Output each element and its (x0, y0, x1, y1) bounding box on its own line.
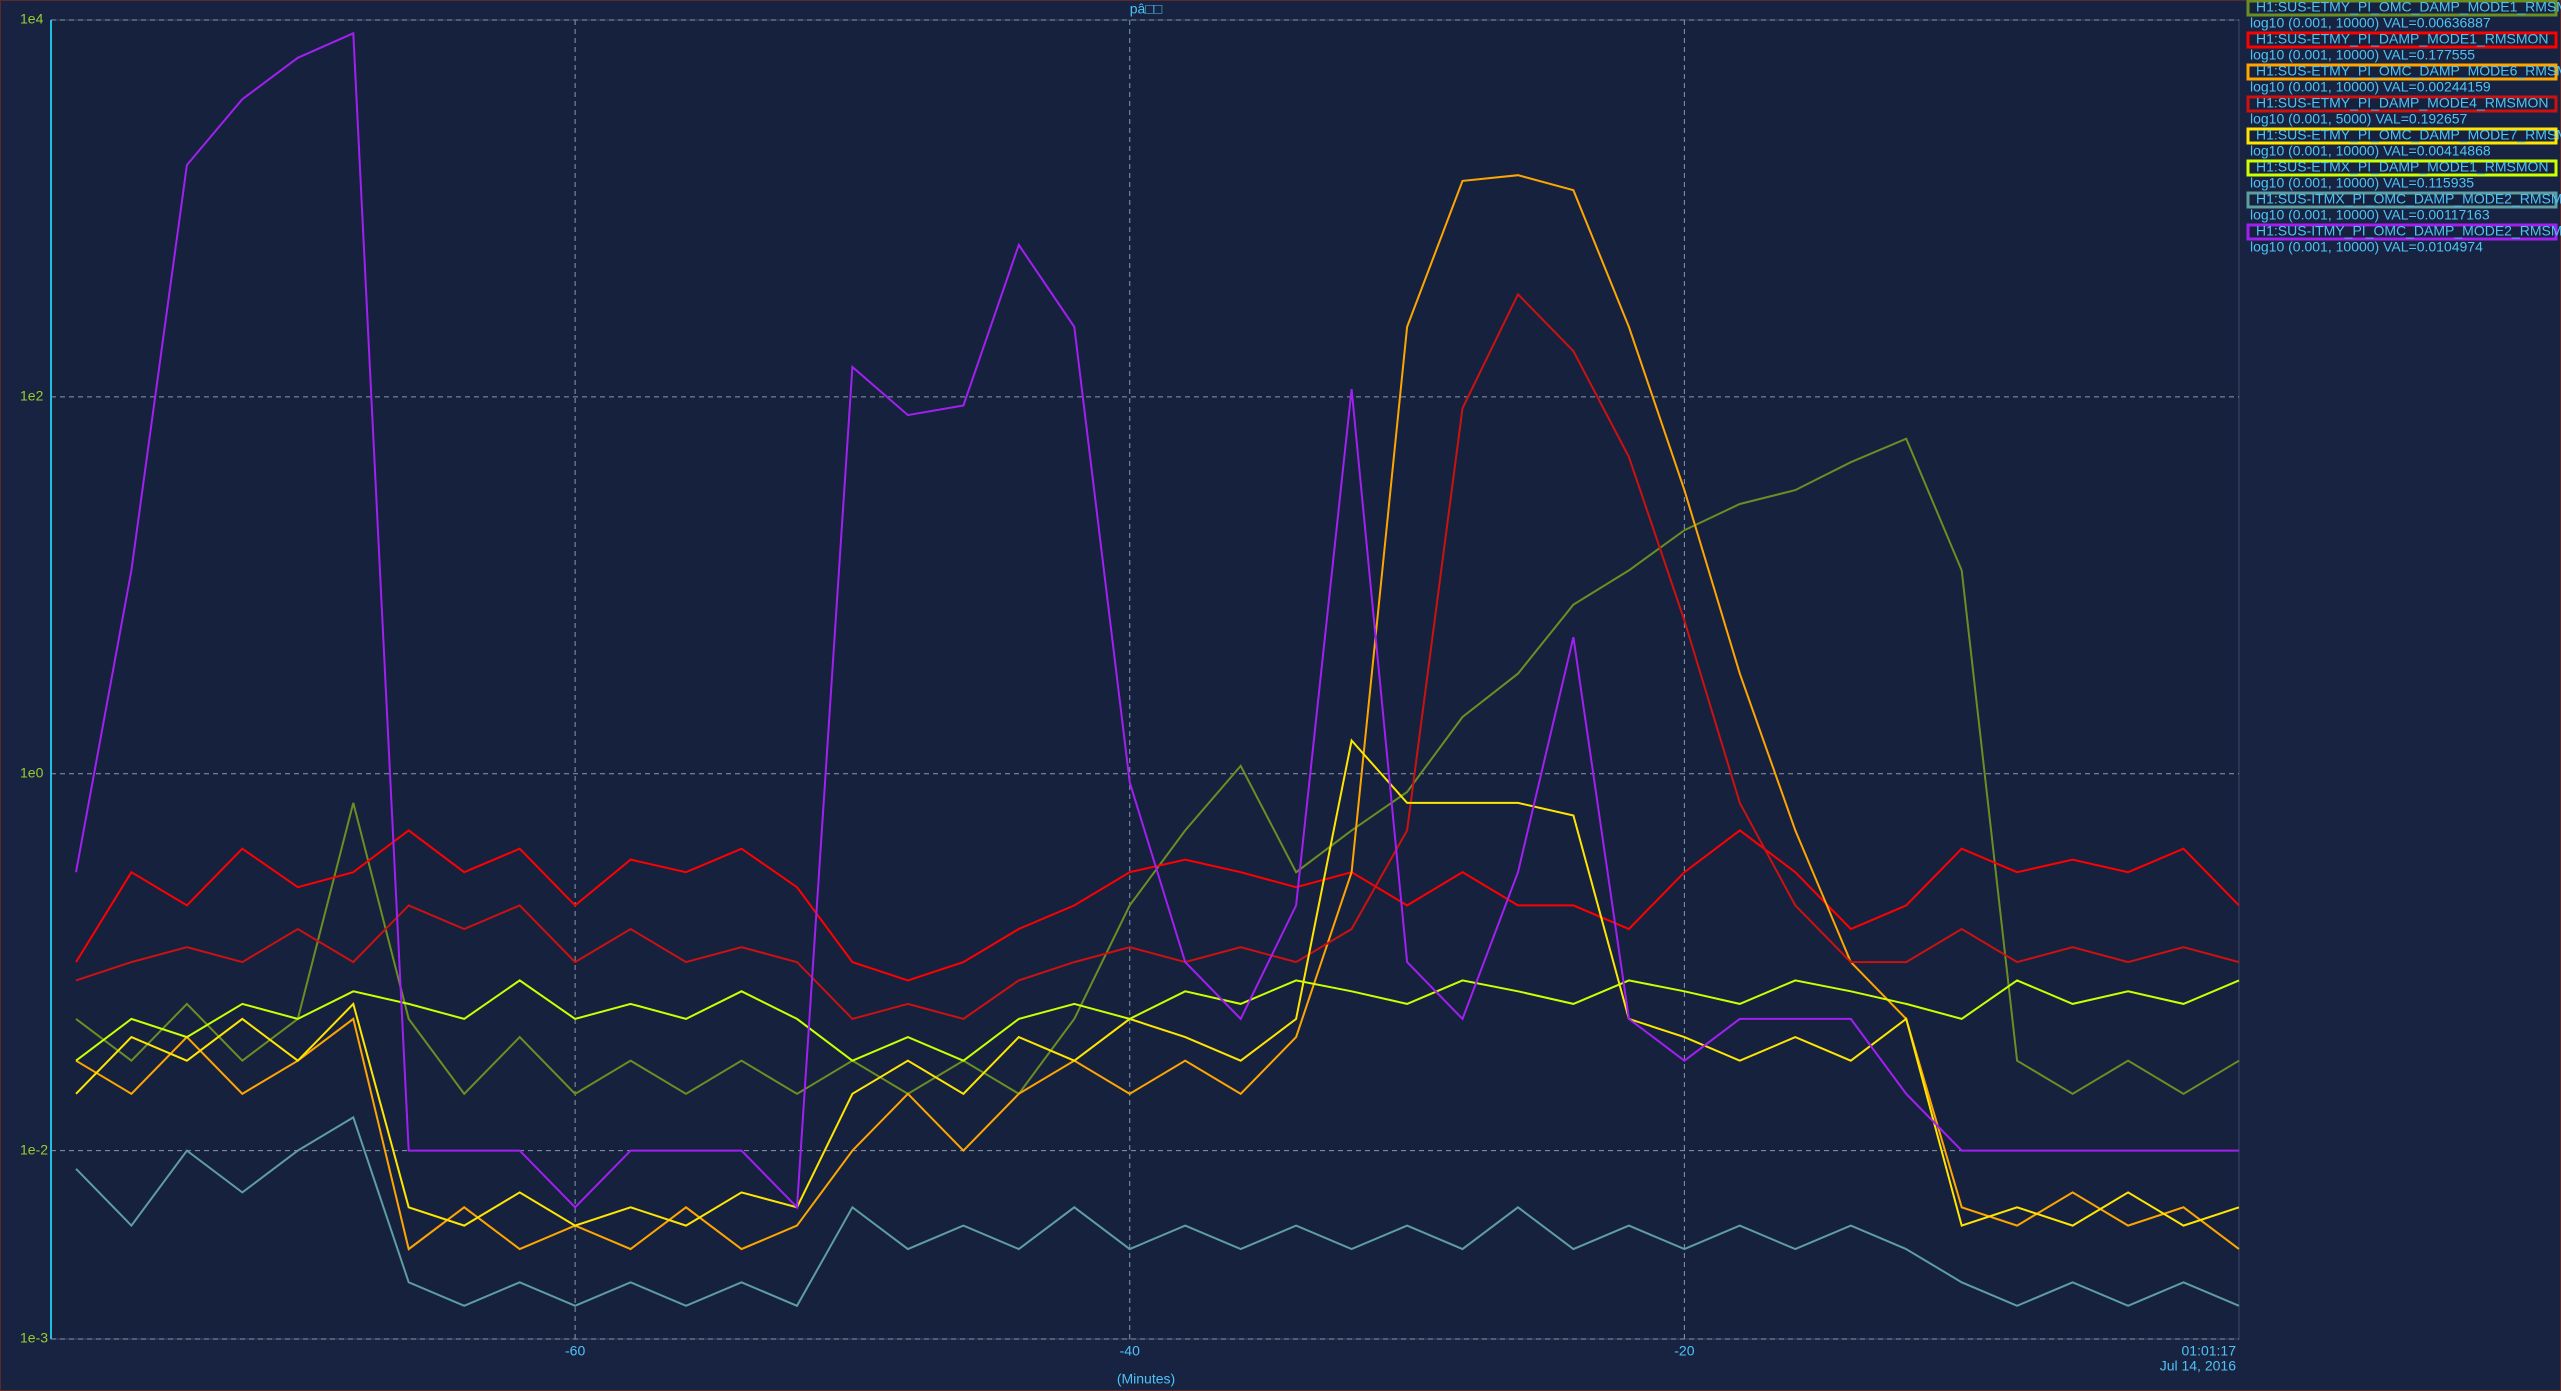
legend-detail: log10 (0.001, 10000) VAL=0.00117163 (2250, 207, 2490, 223)
y-tick-label: 1e-2 (20, 1141, 48, 1157)
legend-label: H1:SUS-ITMY_PI_OMC_DAMP_MODE2_RMSMON (2256, 223, 2561, 239)
legend-detail: log10 (0.001, 5000) VAL=0.192657 (2250, 111, 2468, 127)
legend-box (2246, 31, 2558, 49)
date-label: Jul 14, 2016 (2160, 1358, 2236, 1374)
legend-box (2246, 0, 2558, 17)
legend-label: H1:SUS-ETMY_PI_OMC_DAMP_MODE1_RMSMON (2256, 0, 2561, 15)
legend-detail: log10 (0.001, 10000) VAL=0.115935 (2250, 175, 2474, 191)
series-line (75, 979, 2240, 1062)
legend-label: H1:SUS-ETMX_PI_DAMP_MODE1_RMSMON (2256, 159, 2549, 175)
legend-box (2246, 95, 2558, 113)
y-tick-label: 1e2 (20, 388, 44, 404)
plot-area (50, 19, 2240, 1340)
y-tick-label: 1e4 (20, 11, 44, 27)
legend-detail: log10 (0.001, 10000) VAL=0.177555 (2250, 47, 2475, 63)
legend-box (2246, 223, 2558, 241)
legend-detail: log10 (0.001, 10000) VAL=0.00414868 (2250, 143, 2491, 159)
y-tick-label: 1e-3 (20, 1330, 48, 1346)
x-axis-title: (Minutes) (1117, 1371, 1175, 1387)
legend-label: H1:SUS-ETMY_PI_DAMP_MODE1_RMSMON (2256, 31, 2549, 47)
x-tick-label: -20 (1674, 1343, 1694, 1359)
series-line (75, 31, 2239, 1210)
y-tick-label: 1e0 (20, 764, 44, 780)
legend-box (2246, 191, 2558, 209)
legend-box (2246, 63, 2558, 81)
legend-label: H1:SUS-ETMY_PI_OMC_DAMP_MODE6_RMSMON (2256, 63, 2561, 79)
legend-box (2246, 127, 2558, 145)
legend-box (2246, 159, 2558, 177)
series-line (75, 738, 2240, 1227)
legend-label: H1:SUS-ITMX_PI_OMC_DAMP_MODE2_RMSMON (2256, 191, 2561, 207)
series-line (75, 292, 2240, 1021)
legend-detail: log10 (0.001, 10000) VAL=0.00636887 (2250, 15, 2491, 31)
x-tick-label: -60 (565, 1343, 585, 1359)
chart-title: pâ□□ (1130, 1, 1163, 17)
legend-detail: log10 (0.001, 10000) VAL=0.0104974 (2250, 239, 2483, 255)
legend-label: H1:SUS-ETMY_PI_OMC_DAMP_MODE7_RMSMON (2256, 127, 2561, 143)
series-line (75, 174, 2240, 1251)
series-line (75, 829, 2240, 982)
x-tick-label: -40 (1120, 1343, 1140, 1359)
series-line (75, 437, 2240, 1096)
legend-label: H1:SUS-ETMY_PI_DAMP_MODE4_RMSMON (2256, 95, 2549, 111)
legend-detail: log10 (0.001, 10000) VAL=0.00244159 (2250, 79, 2491, 95)
time-label: 01:01:17 (2182, 1343, 2237, 1359)
series-line (75, 1115, 2240, 1308)
